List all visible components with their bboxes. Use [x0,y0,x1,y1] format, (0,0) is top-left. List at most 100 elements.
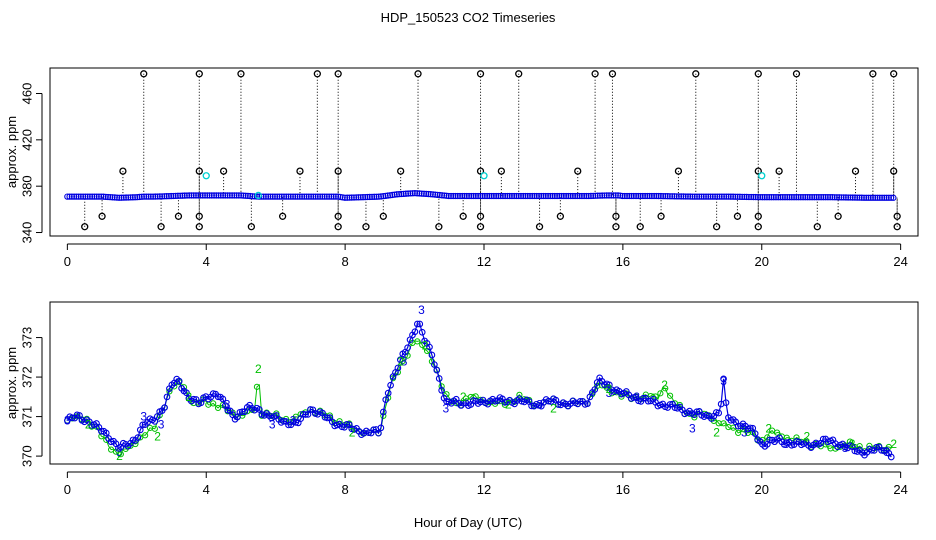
top-y-tick-label: 340 [19,222,34,244]
baseline-point [486,192,493,200]
baseline-point [790,194,798,201]
green-series-point [657,390,664,397]
bottom-y-ticks: 370 371 372 373 [19,327,43,467]
baseline-point [310,193,317,200]
baseline-point [271,193,279,200]
baseline-point [655,192,662,200]
baseline-point [608,192,615,199]
digit-2-marker: 2 [505,398,512,412]
baseline-point [639,192,646,200]
baseline-point [571,192,579,200]
blue-series-point [68,414,76,422]
blue-series-point [722,399,730,407]
baseline-point [321,193,328,200]
baseline-point [147,193,155,200]
baseline-point [641,192,649,200]
baseline-point [858,194,865,201]
baseline-point [574,192,581,200]
top-x-tick-label: 0 [64,254,71,269]
baseline-point [811,194,818,201]
baseline-point [576,192,583,200]
baseline-point [174,192,182,199]
top-x-tick-label: 20 [755,254,769,269]
baseline-point [775,194,782,201]
baseline-point [143,193,150,200]
bottom-x-ticks: 0 4 8 12 16 20 24 [64,471,908,497]
baseline-point [91,193,98,200]
baseline-point [163,193,170,200]
baseline-point [628,192,635,200]
baseline-point [766,194,773,201]
baseline-point [423,190,430,198]
baseline-point [468,192,475,200]
top-x-tick-label: 8 [342,254,349,269]
baseline-point [565,192,572,200]
top-outlier-markers [81,70,901,231]
blue-series-point [887,453,895,461]
baseline-point [865,194,872,201]
baseline-point [242,192,249,199]
baseline-point [885,194,892,201]
baseline-point [833,194,841,201]
baseline-point [707,193,714,200]
baseline-point [793,194,800,201]
baseline-point [738,193,746,201]
low-outlier-point [636,223,644,231]
green-series-point [735,429,742,437]
baseline-point [373,193,380,200]
baseline-point [170,192,177,200]
digit-2-marker: 2 [349,425,356,439]
baseline-point [330,193,337,200]
baseline-point [820,194,827,201]
baseline-point [341,194,349,201]
blue-series-point [387,381,394,389]
blue-series-point [749,424,757,432]
baseline-point [587,192,595,200]
blue-series-point [630,394,637,401]
baseline-point [75,193,82,200]
baseline-point [213,192,220,199]
cyan-point [202,172,210,180]
digit-3-marker: 3 [140,410,147,424]
baseline-point [488,192,495,200]
baseline-point [720,193,728,200]
mid-outlier-point [674,167,683,175]
low-outlier-point [612,223,620,231]
baseline-point [716,193,723,200]
baseline-point [256,193,263,200]
baseline-point [752,193,759,201]
digit-3-marker: 3 [401,354,408,368]
baseline-point [768,194,775,201]
baseline-point [283,193,290,200]
digit-2-marker: 2 [661,378,668,392]
baseline-point [856,194,863,201]
baseline-point [750,193,757,201]
digit-2-marker: 2 [849,437,856,451]
baseline-point [549,192,556,200]
high-outlier-point [237,70,245,78]
baseline-point [237,192,245,199]
baseline-point [840,194,847,201]
low-outlier-point [834,212,842,220]
blue-series-point [746,424,754,432]
baseline-point [287,193,294,200]
mid-outlier-point [754,167,762,175]
baseline-point [813,194,820,201]
blue-series-point [183,389,190,397]
baseline-point [395,191,403,198]
baseline-point [646,192,653,200]
baseline-point [391,191,398,198]
blue-series-point [134,434,142,441]
baseline-point [70,193,78,200]
baseline-point [443,192,450,199]
baseline-point [682,193,689,200]
baseline-point [251,193,258,200]
baseline-point [786,194,793,201]
baseline-point [380,192,387,200]
baseline-point [890,194,897,201]
baseline-point [477,192,484,200]
baseline-point [481,192,489,200]
blue-series-point [307,406,314,413]
mid-outlier-point [497,167,506,175]
top-y-tick-label: 460 [19,83,34,105]
